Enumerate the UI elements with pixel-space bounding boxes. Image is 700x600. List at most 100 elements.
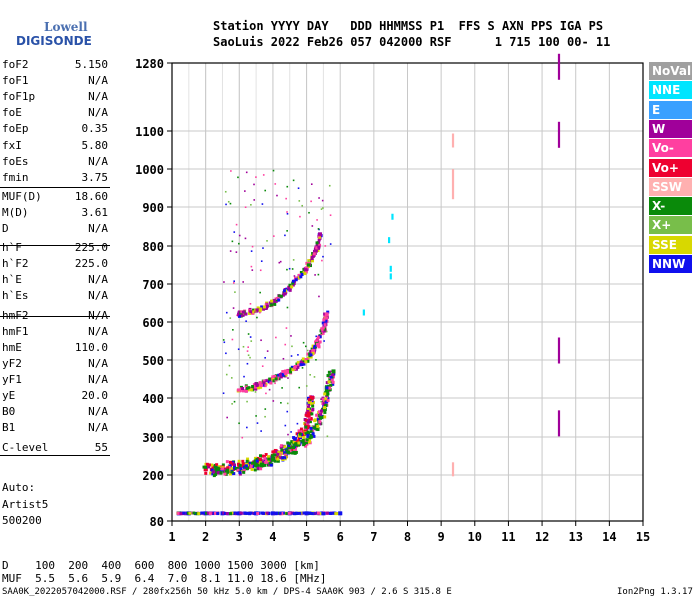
data-point xyxy=(230,470,234,474)
data-point xyxy=(268,377,272,381)
data-point xyxy=(311,351,315,355)
data-point xyxy=(221,463,225,467)
noise-point xyxy=(262,247,264,249)
data-point xyxy=(314,249,318,253)
noise-point xyxy=(230,170,232,172)
noise-point xyxy=(259,311,261,314)
noise-point xyxy=(229,317,232,319)
data-point xyxy=(317,238,321,242)
param-row: h`E N/A xyxy=(2,272,108,288)
param-name: foEp xyxy=(2,122,29,136)
param-row: yE 20.0 xyxy=(2,388,108,404)
data-point xyxy=(238,472,242,476)
data-point xyxy=(252,308,256,312)
data-point xyxy=(248,511,252,515)
noise-point xyxy=(288,267,291,270)
data-point xyxy=(332,511,336,515)
data-point xyxy=(326,397,330,401)
data-point xyxy=(204,465,208,469)
data-point xyxy=(281,456,285,460)
data-point xyxy=(309,416,313,420)
noise-point xyxy=(259,269,262,272)
data-point xyxy=(238,463,242,467)
data-point xyxy=(280,448,284,452)
noise-point xyxy=(275,336,277,339)
data-point xyxy=(278,511,282,515)
data-point xyxy=(278,373,282,377)
param-name: hmF1 xyxy=(2,324,29,338)
data-point xyxy=(269,459,273,463)
noise-point xyxy=(290,355,293,357)
x-tick-label: 15 xyxy=(636,530,650,544)
noise-point xyxy=(249,356,251,359)
noise-point xyxy=(318,295,320,298)
noise-point xyxy=(310,200,312,203)
data-point xyxy=(287,511,291,515)
data-point xyxy=(329,375,333,379)
noise-point xyxy=(274,183,277,185)
data-point xyxy=(245,459,249,463)
data-point xyxy=(304,413,308,417)
data-point xyxy=(312,252,316,256)
param-separator xyxy=(0,245,110,246)
legend-item: NoVal xyxy=(649,62,692,80)
data-point xyxy=(323,407,327,411)
legend-item: SSE xyxy=(649,235,692,254)
noise-point xyxy=(286,268,288,271)
data-point xyxy=(331,380,335,384)
data-point xyxy=(290,365,294,369)
data-point xyxy=(216,471,220,475)
data-point xyxy=(232,472,236,476)
data-point xyxy=(309,349,313,353)
noise-point xyxy=(320,398,322,401)
param-name: hmF2 xyxy=(2,308,29,322)
param-value: 55 xyxy=(94,441,108,455)
y-tick-label: 900 xyxy=(142,201,164,215)
data-point xyxy=(188,511,192,515)
noise-point xyxy=(321,199,324,202)
noise-point xyxy=(245,171,248,174)
data-point xyxy=(328,388,332,392)
data-point xyxy=(300,430,304,434)
data-point xyxy=(263,463,267,467)
data-point xyxy=(318,512,322,516)
data-point xyxy=(236,388,240,392)
data-point xyxy=(311,408,315,412)
data-point xyxy=(272,301,276,305)
noise-point xyxy=(237,314,239,317)
header-labels: Station YYYY DAY DDD HHMMSS P1 FFS S AXN… xyxy=(213,19,604,33)
data-point xyxy=(306,420,310,424)
data-point xyxy=(297,273,301,277)
noise-point xyxy=(326,435,329,438)
muf-row: MUF 5.5 5.6 5.9 6.4 7.0 8.1 11.0 18.6 [M… xyxy=(2,572,327,585)
y-tick-label: 800 xyxy=(142,240,164,254)
data-point xyxy=(255,463,259,467)
param-row: D N/A xyxy=(2,221,108,237)
data-point xyxy=(323,392,327,396)
data-point xyxy=(254,461,258,465)
data-point xyxy=(272,456,276,460)
param-name: h`Es xyxy=(2,289,29,303)
data-point xyxy=(237,459,241,463)
data-point xyxy=(260,454,264,458)
data-point xyxy=(317,414,321,418)
data-point xyxy=(264,453,268,457)
data-point xyxy=(315,241,319,245)
data-point xyxy=(308,438,312,442)
data-point xyxy=(325,386,329,390)
logo-digisonde-text: DIGISONDE xyxy=(16,34,92,48)
noise-point xyxy=(320,332,323,335)
header-values: SaoLuis 2022 Feb26 057 042000 RSF 1 715 … xyxy=(213,35,611,49)
data-point xyxy=(331,369,336,374)
data-point xyxy=(306,430,310,434)
param-value: N/A xyxy=(88,289,108,303)
noise-point xyxy=(233,400,236,403)
data-point xyxy=(255,308,259,312)
data-point xyxy=(317,345,321,349)
param-name: foEs xyxy=(2,154,29,168)
noise-point xyxy=(309,399,312,401)
param-row: h`Es N/A xyxy=(2,288,108,304)
data-point xyxy=(318,416,322,420)
param-row: foEs N/A xyxy=(2,154,108,170)
data-point xyxy=(272,379,276,383)
